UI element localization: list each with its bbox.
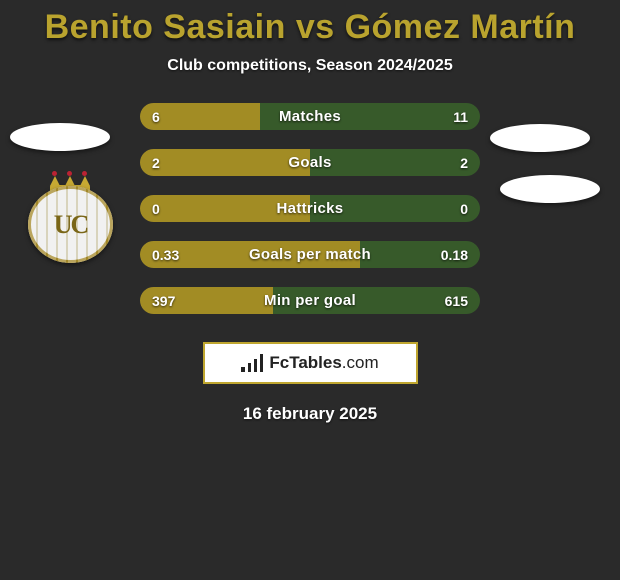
stat-row: 00Hattricks — [140, 195, 480, 222]
stat-bar-left — [140, 195, 310, 222]
stat-bar-right — [260, 103, 480, 130]
source-domain: .com — [342, 353, 379, 372]
placeholder-oval — [10, 123, 110, 151]
stat-row: 611Matches — [140, 103, 480, 130]
infographic-root: Benito Sasiain vs Gómez Martín Club comp… — [0, 0, 620, 580]
placeholder-oval — [500, 175, 600, 203]
source-brand: FcTables — [269, 353, 341, 372]
crest-letters: UC — [28, 210, 113, 240]
subtitle: Club competitions, Season 2024/2025 — [0, 57, 620, 75]
placeholder-oval — [490, 124, 590, 152]
stat-bar-right — [360, 241, 480, 268]
club-crest: UC — [28, 178, 113, 263]
stat-bar-right — [273, 287, 480, 314]
stat-bar-left — [140, 287, 273, 314]
stat-bar-right — [310, 195, 480, 222]
stat-bar-left — [140, 149, 310, 176]
stat-bar-right — [310, 149, 480, 176]
stat-row: 0.330.18Goals per match — [140, 241, 480, 268]
stat-row: 397615Min per goal — [140, 287, 480, 314]
stat-row: 22Goals — [140, 149, 480, 176]
date: 16 february 2025 — [0, 404, 620, 424]
bar-chart-icon — [241, 354, 263, 372]
stat-bar-left — [140, 241, 360, 268]
stat-bar-left — [140, 103, 260, 130]
title: Benito Sasiain vs Gómez Martín — [0, 0, 620, 47]
source-logo: FcTables.com — [203, 342, 418, 384]
source-logo-text: FcTables.com — [269, 353, 378, 373]
